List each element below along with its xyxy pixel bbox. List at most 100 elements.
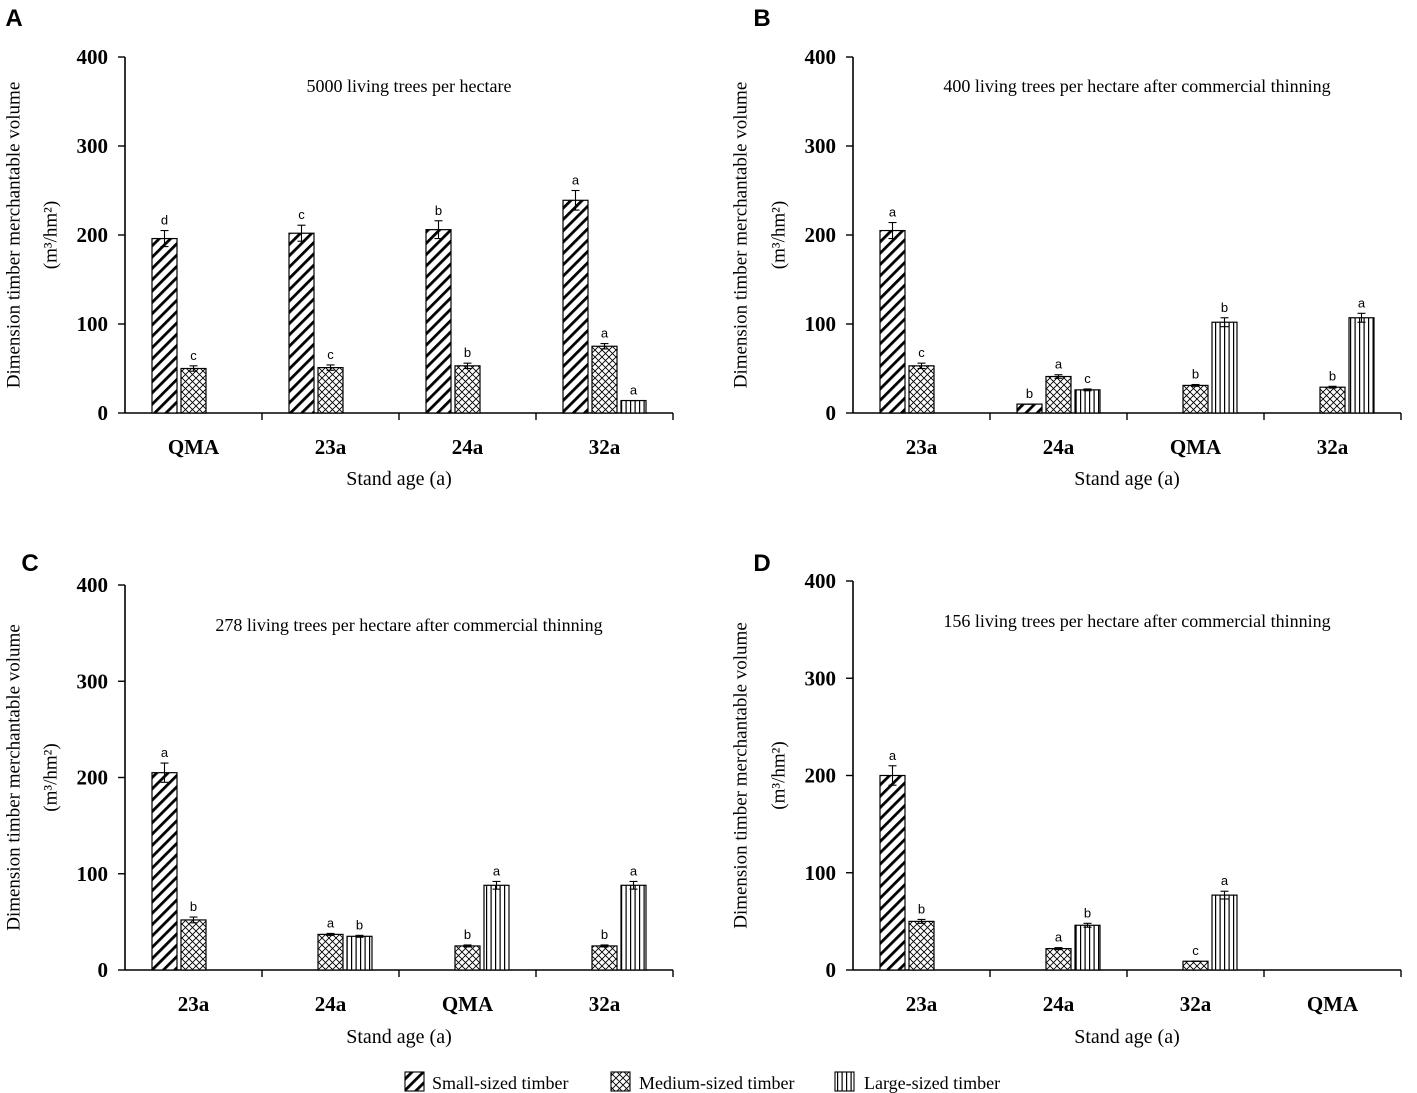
y-tick-label: 100: [77, 312, 109, 336]
bar-small: [562, 199, 589, 414]
significance-letter: b: [190, 899, 197, 914]
bar-large: [620, 884, 647, 971]
significance-letter: a: [1221, 873, 1229, 888]
bar-large: [1074, 389, 1101, 414]
significance-letter: a: [493, 863, 501, 878]
bar-medium: [1182, 384, 1209, 414]
category-label: QMA: [1170, 435, 1222, 459]
bar-small: [425, 229, 452, 414]
legend-swatch-large: [834, 1071, 855, 1092]
category-label: 23a: [906, 435, 938, 459]
bar-medium: [591, 345, 618, 414]
y-axis-unit: (m³/hm²): [40, 201, 61, 269]
bar-medium: [1182, 960, 1209, 971]
significance-letter: b: [918, 901, 925, 916]
significance-letter: b: [1026, 386, 1033, 401]
legend-label-large: Large-sized timber: [864, 1073, 1000, 1093]
significance-letter: c: [918, 345, 925, 360]
legend: Small-sized timber Medium-sized timber Lar…: [404, 1071, 1000, 1093]
bar-medium: [317, 933, 344, 971]
bar-large: [483, 884, 510, 971]
y-tick-label: 400: [77, 45, 109, 69]
y-axis-unit: (m³/hm²): [768, 741, 789, 809]
y-tick-label: 200: [77, 223, 109, 247]
x-axis-label: Stand age (a): [346, 468, 452, 490]
category-label: 32a: [1180, 992, 1212, 1016]
bar-medium: [908, 920, 935, 971]
significance-letter: b: [1084, 905, 1091, 920]
y-tick-label: 300: [805, 666, 837, 690]
chart-panel-d: D 0 100 200 300 400 23a a b 24a a b 32a c a QMA 156 livi…: [730, 550, 1402, 1048]
y-tick-label: 300: [805, 134, 837, 158]
panel-letter: A: [5, 5, 22, 32]
bar-small: [151, 772, 178, 971]
y-tick-label: 400: [77, 573, 109, 597]
panel-letter: B: [753, 5, 770, 32]
significance-letter: c: [327, 347, 334, 362]
chart-title: 156 living trees per hectare after comme…: [943, 611, 1330, 631]
bar-small: [879, 229, 906, 414]
category-label: 23a: [315, 435, 347, 459]
bar-medium: [180, 919, 207, 971]
bar-large: [1074, 924, 1101, 971]
category-label: 24a: [1043, 435, 1075, 459]
significance-letter: a: [889, 205, 897, 220]
significance-letter: b: [464, 927, 471, 942]
y-tick-label: 200: [805, 223, 837, 247]
chart-title: 400 living trees per hectare after comme…: [943, 76, 1330, 96]
bar-medium: [454, 945, 481, 971]
significance-letter: a: [1358, 295, 1366, 310]
bar-large: [1211, 894, 1238, 971]
category-label: QMA: [442, 992, 494, 1016]
category-label: QMA: [168, 435, 220, 459]
legend-label-medium: Medium-sized timber: [639, 1073, 794, 1093]
significance-letter: a: [630, 383, 638, 398]
y-axis-label: Dimension timber merchantable volume: [730, 622, 751, 929]
significance-letter: a: [601, 326, 609, 341]
significance-letter: b: [435, 203, 442, 218]
significance-letter: b: [1192, 367, 1199, 382]
legend-swatch-small: [404, 1071, 425, 1092]
significance-letter: a: [1055, 930, 1063, 945]
bar-medium: [1045, 948, 1072, 971]
significance-letter: a: [161, 745, 169, 760]
chart-panel-b: B 0 100 200 300 400 23a a c 24a b a c QMA b b 32a b a 400 l…: [730, 5, 1402, 490]
panel-letter: C: [21, 550, 38, 577]
category-label: QMA: [1307, 992, 1359, 1016]
significance-letter: b: [1329, 368, 1336, 383]
category-label: 23a: [906, 992, 938, 1016]
x-axis-label: Stand age (a): [1074, 1026, 1180, 1048]
category-label: 24a: [1043, 992, 1075, 1016]
bar-medium: [591, 945, 618, 971]
y-tick-label: 0: [98, 401, 109, 425]
significance-letter: a: [572, 173, 580, 188]
x-axis-label: Stand age (a): [1074, 468, 1180, 490]
bar-medium: [317, 367, 344, 414]
category-label: 24a: [452, 435, 484, 459]
chart-panel-a: A 0 100 200 300 400 QMA d c 23a c c 24a b b 32a a a a 5000 …: [3, 5, 674, 490]
y-tick-label: 100: [805, 312, 837, 336]
y-tick-label: 200: [805, 764, 837, 788]
bar-medium: [454, 365, 481, 414]
bar-large: [1211, 321, 1238, 414]
y-tick-label: 400: [805, 569, 837, 593]
significance-letter: c: [190, 348, 197, 363]
y-axis-label: Dimension timber merchantable volume: [3, 624, 24, 931]
bar-medium: [180, 367, 207, 414]
category-label: 32a: [589, 435, 621, 459]
significance-letter: a: [1055, 357, 1063, 372]
bar-small: [1016, 403, 1043, 414]
y-axis-label: Dimension timber merchantable volume: [730, 82, 751, 389]
significance-letter: b: [1221, 300, 1228, 315]
panel-letter: D: [753, 550, 770, 577]
category-label: 32a: [1317, 435, 1349, 459]
significance-letter: a: [630, 863, 638, 878]
y-tick-label: 200: [77, 766, 109, 790]
category-label: 24a: [315, 992, 347, 1016]
y-tick-label: 400: [805, 45, 837, 69]
significance-letter: c: [1192, 943, 1199, 958]
significance-letter: d: [161, 213, 168, 228]
y-axis-label: Dimension timber merchantable volume: [3, 82, 24, 389]
chart-title: 278 living trees per hectare after comme…: [215, 615, 602, 635]
